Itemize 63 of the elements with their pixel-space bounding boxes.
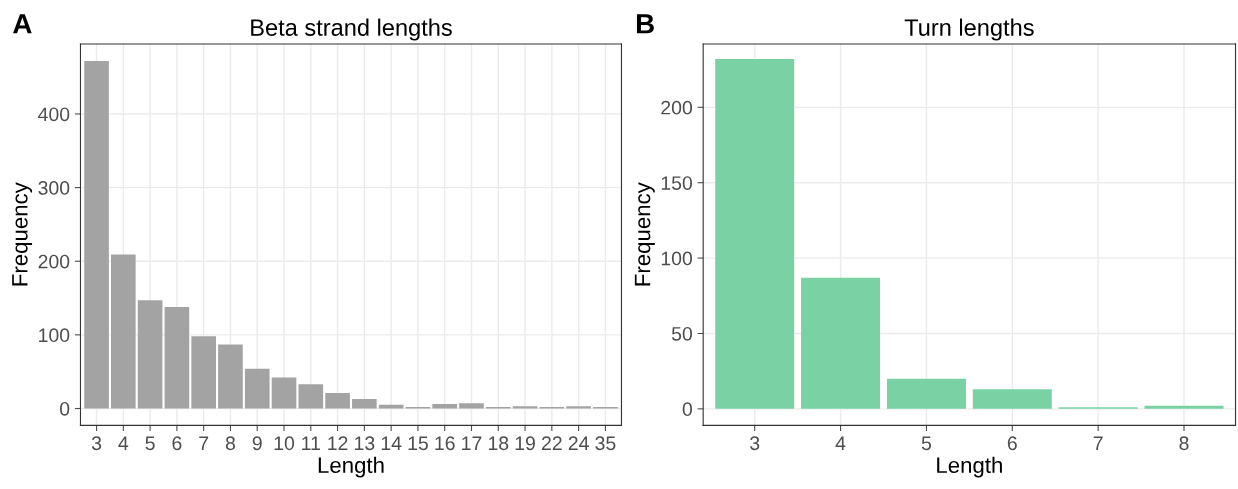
y-tick-label: 0 xyxy=(60,401,70,416)
bar xyxy=(271,377,297,409)
x-tick-label: 9 xyxy=(252,436,262,451)
x-tick-label: 18 xyxy=(488,436,509,451)
bar xyxy=(432,404,458,409)
y-tick-label: 300 xyxy=(38,181,70,195)
x-tick-label: 5 xyxy=(145,436,155,451)
bar xyxy=(801,277,881,409)
x-tick-label: 24 xyxy=(568,436,589,450)
y-tick-label: 400 xyxy=(38,107,70,122)
bar xyxy=(191,336,216,409)
y-tick-label: 100 xyxy=(661,251,693,266)
x-axis-title: Length xyxy=(318,456,384,478)
bar xyxy=(325,393,350,409)
x-axis-title: Length xyxy=(937,456,1002,478)
text: B xyxy=(636,14,654,34)
bar xyxy=(218,344,243,409)
x-tick-label: 12 xyxy=(328,436,348,450)
y-tick-label: 100 xyxy=(39,328,70,343)
y-tick-label: 200 xyxy=(38,254,70,269)
y-tick-label: 200 xyxy=(661,100,693,115)
x-tick-label: 4 xyxy=(118,436,129,450)
bar xyxy=(84,60,109,409)
bar xyxy=(111,254,136,409)
x-tick-label: 11 xyxy=(302,436,320,450)
text: A xyxy=(13,14,32,34)
chart-title: Turn lengths xyxy=(904,18,1034,41)
bar xyxy=(244,368,270,409)
x-tick-label: 3 xyxy=(750,436,760,451)
bar xyxy=(164,306,190,409)
x-tick-label: 19 xyxy=(515,436,535,451)
y-axis-title: Frequency xyxy=(12,182,33,286)
x-tick-label: 5 xyxy=(921,436,932,451)
x-tick-label: 17 xyxy=(462,436,482,450)
x-tick-label: 6 xyxy=(172,436,182,451)
y-tick-label: 150 xyxy=(661,176,693,190)
x-tick-label: 3 xyxy=(91,436,102,451)
bar xyxy=(886,378,966,409)
x-tick-label: 8 xyxy=(1179,436,1189,451)
x-tick-label: 10 xyxy=(274,436,295,451)
y-tick-label: 0 xyxy=(682,402,693,417)
bar xyxy=(1144,405,1224,409)
x-tick-label: 7 xyxy=(199,436,209,450)
x-tick-label: 6 xyxy=(1007,436,1017,451)
bar xyxy=(972,389,1052,409)
bar xyxy=(137,300,163,409)
x-tick-label: 14 xyxy=(381,436,402,450)
y-axis-title: Frequency xyxy=(634,182,655,286)
x-tick-label: 7 xyxy=(1093,436,1103,450)
x-tick-label: 22 xyxy=(542,436,562,450)
bar xyxy=(298,384,324,409)
bar xyxy=(566,406,591,409)
x-tick-label: 13 xyxy=(355,436,375,451)
bar xyxy=(352,398,377,409)
x-tick-label: 15 xyxy=(408,436,428,451)
bar xyxy=(459,403,484,409)
x-tick-label: 4 xyxy=(835,436,846,450)
x-tick-label: 16 xyxy=(435,436,455,451)
bar xyxy=(715,59,795,409)
x-tick-label: 35 xyxy=(595,436,616,451)
x-tick-label: 8 xyxy=(225,436,236,451)
y-tick-label: 50 xyxy=(671,326,693,341)
chart-title: Beta strand lengths xyxy=(251,18,452,41)
